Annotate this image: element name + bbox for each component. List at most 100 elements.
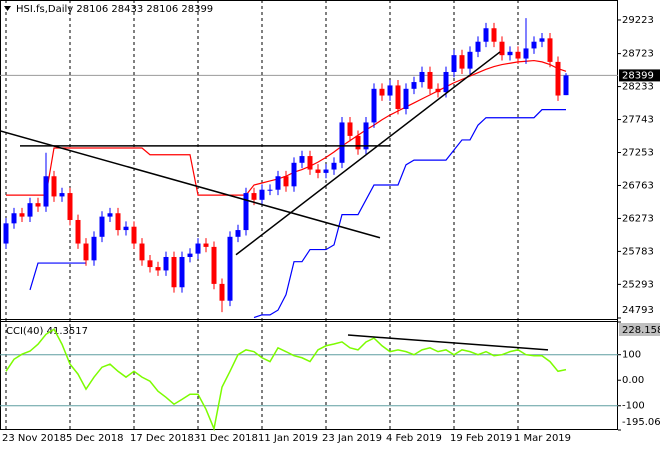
- candle-body: [235, 230, 241, 237]
- candle-body: [211, 246, 217, 284]
- max-label-box: [619, 323, 660, 336]
- candle-body: [299, 156, 305, 163]
- candle-body: [115, 213, 121, 231]
- trendline: [0, 130, 381, 239]
- candle-body: [123, 226, 129, 231]
- candle-body: [363, 122, 369, 150]
- candle-body: [267, 189, 273, 191]
- candle-body: [163, 256, 169, 271]
- candle-body: [411, 82, 417, 89]
- trendline: [347, 334, 549, 351]
- y-tick-label: 28723: [622, 49, 654, 60]
- candle-body: [467, 51, 473, 69]
- candle-body: [291, 162, 297, 187]
- candle-body: [459, 55, 465, 69]
- series-line: [29, 262, 86, 291]
- candle-body: [27, 203, 33, 217]
- candle-body: [251, 193, 257, 200]
- candle-body: [563, 75, 569, 96]
- candle-body: [59, 193, 65, 197]
- candle-body: [275, 176, 281, 190]
- candle-body: [179, 256, 185, 288]
- indicator-title: CCI(40) 41.3517: [6, 326, 88, 337]
- y-tick-label: 25293: [622, 279, 654, 290]
- candle-body: [499, 41, 505, 56]
- candle-body: [435, 88, 441, 93]
- x-tick-label: 1 Mar 2019: [514, 433, 571, 444]
- candle-body: [491, 28, 497, 42]
- y-tick-label: 27253: [622, 148, 654, 159]
- x-tick-label: 23 Nov 2018: [2, 433, 66, 444]
- y-tick-label: -100: [622, 401, 645, 412]
- candle-body: [283, 176, 289, 187]
- candle-body: [51, 176, 57, 197]
- candle-body: [507, 51, 513, 56]
- candle-body: [243, 193, 249, 231]
- candle-body: [91, 236, 97, 261]
- candle-body: [539, 38, 545, 42]
- candle-body: [259, 189, 265, 200]
- candle-body: [11, 213, 17, 224]
- last-price-label: 28399: [622, 70, 654, 81]
- y-tick-label: 228.1588: [622, 325, 660, 336]
- candle-body: [187, 253, 193, 257]
- candle-body: [531, 41, 537, 49]
- candle-body: [379, 88, 385, 96]
- x-tick-label: 19 Feb 2019: [450, 433, 512, 444]
- candle-body: [139, 243, 145, 261]
- candle-body: [443, 71, 449, 93]
- y-tick-label: 26763: [622, 180, 654, 191]
- x-tick-label: 31 Dec 2018: [194, 433, 258, 444]
- trendline: [235, 51, 501, 256]
- candle-body: [339, 122, 345, 163]
- candle-body: [475, 41, 481, 52]
- candle-body: [99, 216, 105, 237]
- candle-body: [107, 213, 113, 217]
- last-price-box: [619, 69, 660, 82]
- candle-body: [171, 256, 177, 288]
- candle-body: [75, 219, 81, 244]
- y-tick-label: 25783: [622, 246, 654, 257]
- candle-body: [331, 162, 337, 170]
- candle-body: [307, 156, 313, 170]
- candle-body: [547, 38, 553, 62]
- y-tick-label: 28233: [622, 82, 654, 93]
- candle-body: [147, 260, 153, 268]
- candle-body: [131, 226, 137, 244]
- y-tick-label: 0.00: [622, 375, 644, 386]
- candle-body: [427, 71, 433, 89]
- candle-body: [43, 176, 49, 207]
- y-tick-label: 26273: [622, 213, 654, 224]
- candle-body: [515, 51, 521, 59]
- candle-body: [227, 236, 233, 301]
- candle-body: [315, 169, 321, 173]
- candle-body: [203, 243, 209, 247]
- candle-body: [3, 223, 9, 244]
- candle-body: [483, 28, 489, 42]
- candle-body: [387, 85, 393, 96]
- candle-body: [35, 203, 41, 207]
- x-tick-label: 5 Dec 2018: [66, 433, 124, 444]
- candle-body: [323, 169, 329, 173]
- candle-body: [67, 193, 73, 220]
- x-tick-label: 23 Jan 2019: [322, 433, 382, 444]
- candle-body: [419, 71, 425, 83]
- y-tick-label: 29223: [622, 15, 654, 26]
- candle-body: [371, 88, 377, 123]
- x-tick-label: 4 Feb 2019: [386, 433, 442, 444]
- series-line: [5, 328, 567, 432]
- candle-body: [451, 55, 457, 72]
- y-tick-label: 24793: [622, 305, 654, 316]
- candle-body: [555, 61, 561, 96]
- x-tick-label: 17 Dec 2018: [130, 433, 194, 444]
- candle-body: [83, 243, 89, 261]
- candle-body: [347, 122, 353, 136]
- candle-body: [19, 213, 25, 217]
- candle-body: [219, 283, 225, 301]
- candle-body: [155, 267, 161, 271]
- y-tick-label: -195.061: [622, 417, 660, 428]
- x-tick-label: 11 Jan 2019: [258, 433, 318, 444]
- candle-body: [403, 88, 409, 109]
- candle-body: [195, 243, 201, 254]
